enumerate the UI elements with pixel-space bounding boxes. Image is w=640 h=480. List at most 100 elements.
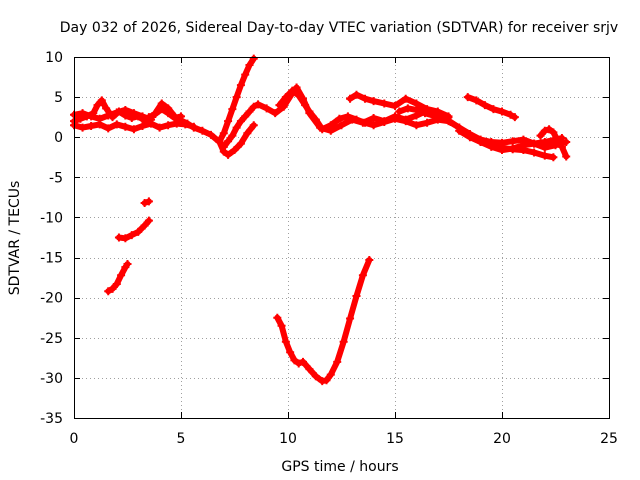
data-series xyxy=(70,54,571,386)
data-point xyxy=(281,337,290,346)
data-point xyxy=(290,356,299,365)
data-point xyxy=(78,109,87,118)
x-tick-label: 10 xyxy=(279,431,297,447)
data-point xyxy=(151,109,160,118)
data-point xyxy=(198,126,207,135)
data-point xyxy=(155,123,164,132)
data-point xyxy=(232,93,241,102)
data-point xyxy=(420,109,429,118)
data-point xyxy=(273,313,282,322)
data-point xyxy=(129,109,138,118)
data-point xyxy=(104,287,113,296)
data-point xyxy=(326,370,335,379)
data-point xyxy=(121,122,130,131)
data-point xyxy=(337,121,346,130)
y-tick-label: 0 xyxy=(54,130,63,146)
data-point xyxy=(228,131,237,140)
data-point xyxy=(87,112,96,121)
data-point xyxy=(112,108,121,117)
data-point xyxy=(498,143,506,152)
data-point xyxy=(95,114,104,123)
data-point xyxy=(294,91,303,100)
x-tick-label: 0 xyxy=(70,431,79,447)
data-point xyxy=(219,129,228,138)
data-point xyxy=(254,100,263,109)
data-point xyxy=(429,111,438,120)
chart-title: Day 032 of 2026, Sidereal Day-to-day VTE… xyxy=(60,20,618,36)
data-point xyxy=(311,372,320,381)
data-point xyxy=(549,153,558,162)
data-point xyxy=(144,216,153,225)
data-point xyxy=(286,348,295,357)
data-point xyxy=(562,152,571,161)
data-point xyxy=(108,284,117,293)
data-point xyxy=(510,113,519,122)
data-point xyxy=(369,121,378,130)
data-point xyxy=(318,125,327,134)
data-point xyxy=(249,54,258,63)
data-point xyxy=(177,116,185,125)
data-point xyxy=(129,125,138,134)
data-point xyxy=(412,105,421,114)
y-tick-label: -5 xyxy=(49,170,63,186)
data-point xyxy=(549,128,558,137)
data-point xyxy=(530,139,539,148)
data-point xyxy=(380,117,389,126)
data-point xyxy=(97,96,106,105)
data-point xyxy=(557,142,566,151)
data-point xyxy=(224,117,233,126)
data-point xyxy=(395,107,404,116)
data-point xyxy=(144,115,153,124)
data-point xyxy=(401,94,410,103)
data-point xyxy=(117,271,126,280)
data-point xyxy=(536,131,545,140)
data-point xyxy=(294,359,303,368)
data-point xyxy=(249,121,258,130)
data-point xyxy=(361,94,370,103)
y-tick-label: -35 xyxy=(40,411,63,427)
data-point xyxy=(301,101,310,110)
data-point xyxy=(224,137,233,146)
series-arc14 xyxy=(114,216,153,243)
data-point xyxy=(102,104,111,113)
data-point xyxy=(112,120,121,129)
data-point xyxy=(262,104,271,113)
data-point xyxy=(249,102,258,111)
data-point xyxy=(206,130,215,139)
data-point xyxy=(562,138,571,147)
data-point xyxy=(164,121,173,130)
data-point xyxy=(508,137,517,146)
series-arc13 xyxy=(104,259,132,296)
data-point xyxy=(446,117,455,126)
data-point xyxy=(322,376,331,385)
x-tick-label: 20 xyxy=(493,431,511,447)
data-point xyxy=(401,117,410,126)
data-point xyxy=(228,105,237,114)
y-tick-label: -20 xyxy=(40,291,63,307)
data-point xyxy=(123,259,132,268)
data-point xyxy=(157,99,166,108)
data-point xyxy=(245,107,254,116)
data-point xyxy=(288,86,297,95)
data-point xyxy=(236,117,245,126)
data-point xyxy=(121,105,130,114)
data-point xyxy=(127,231,136,240)
data-point xyxy=(476,138,485,147)
data-point xyxy=(540,126,549,135)
data-point xyxy=(164,104,173,113)
data-point xyxy=(215,137,224,146)
plot-area-frame xyxy=(74,57,610,419)
series-arc12 xyxy=(463,93,519,122)
data-point xyxy=(87,121,96,130)
data-point xyxy=(335,114,344,123)
data-point xyxy=(138,112,147,121)
y-axis-label: SDTVAR / TECUs xyxy=(7,181,23,296)
data-point xyxy=(540,151,549,160)
series-arc15 xyxy=(140,197,153,208)
data-point xyxy=(423,118,432,127)
data-point xyxy=(352,292,361,301)
x-tick-label: 15 xyxy=(386,431,404,447)
data-point xyxy=(224,150,233,159)
data-point xyxy=(487,141,496,150)
